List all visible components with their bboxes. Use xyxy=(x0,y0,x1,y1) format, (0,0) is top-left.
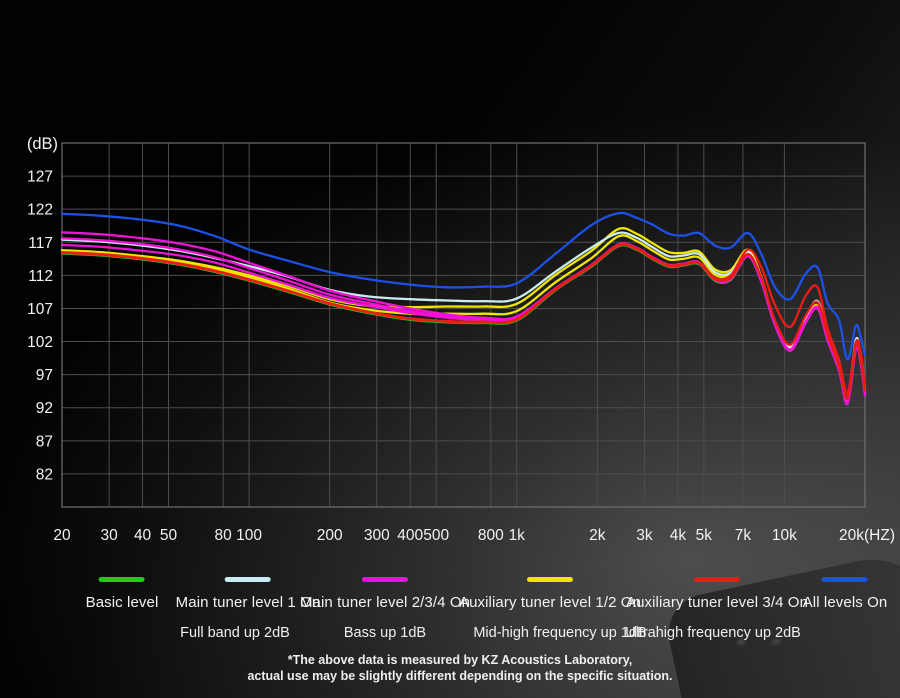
y-axis-tick-label: 112 xyxy=(28,268,53,285)
legend-label: Auxiliary tuner level 1/2 On xyxy=(458,594,642,611)
curve-all-levels-on xyxy=(60,211,867,361)
x-axis-tick-label: 200 xyxy=(317,527,343,544)
curve-main-tuner-level-2-3-4-on-curve-c xyxy=(60,243,867,405)
curve-auxiliary-tuner-level-1-2-on-curve-a xyxy=(60,227,867,402)
x-axis-tick-label: 4k xyxy=(670,527,687,544)
y-axis-tick-label: 122 xyxy=(27,202,53,219)
x-axis-tick-label: 100 xyxy=(236,527,262,544)
x-axis-tick-label: 5k xyxy=(696,527,713,544)
curve-basic-level xyxy=(60,244,867,406)
legend-item-main-tuner-level-1-on: Main tuner level 1 On xyxy=(176,577,321,611)
curve-main-tuner-level-1-on xyxy=(60,231,867,401)
x-axis-tick-label: 20k(HZ) xyxy=(839,527,895,544)
background-photo-fragment xyxy=(661,546,900,698)
x-axis-tick-label: 20 xyxy=(53,527,71,544)
y-axis-tick-label: 117 xyxy=(28,235,53,252)
y-axis-tick-label: 127 xyxy=(27,169,53,186)
plot-border xyxy=(61,142,866,508)
y-axis-tick-label: 82 xyxy=(36,466,53,483)
y-axis-tick-label: 87 xyxy=(36,433,53,450)
x-axis-tick-label: 500 xyxy=(423,527,449,544)
curve-auxiliary-tuner-level-1-2-on-curve-b xyxy=(60,234,867,404)
footnote-line1: *The above data is measured by KZ Acoust… xyxy=(287,653,633,667)
legend-color-swatch xyxy=(362,577,408,582)
y-axis-unit-label: (dB) xyxy=(27,135,58,153)
x-axis-tick-label: 800 xyxy=(478,527,504,544)
curve-main-tuner-level-2-3-4-on-curve-a xyxy=(60,231,867,404)
legend-color-swatch xyxy=(527,577,573,582)
x-axis-tick-label: 10k xyxy=(772,527,797,544)
legend-sublabel: Bass up 1dB xyxy=(343,625,427,641)
legend-sublabel: Full band up 2dB xyxy=(180,625,290,641)
y-axis-tick-label: 97 xyxy=(36,367,53,384)
legend-color-swatch xyxy=(821,577,868,582)
legend-sublabel: Mid-high frequency up 1dB xyxy=(473,625,647,641)
x-axis-tick-label: 2k xyxy=(589,527,606,544)
y-axis-tick-label: 92 xyxy=(36,400,53,417)
x-axis-tick-label: 50 xyxy=(160,527,178,544)
x-axis-tick-label: 300 xyxy=(364,527,390,544)
x-axis-tick-label: 1k xyxy=(509,527,526,544)
x-axis-tick-label: 40 xyxy=(134,527,152,544)
legend-item-main-tuner-level-2-3-4-on: Main tuner level 2/3/4 On xyxy=(300,577,470,611)
legend-label: Main tuner level 2/3/4 On xyxy=(299,594,471,611)
legend-color-swatch xyxy=(98,577,145,582)
y-axis-tick-label: 102 xyxy=(27,334,53,351)
legend-item-basic-level: Basic level xyxy=(86,577,159,611)
legend-label: Main tuner level 1 On xyxy=(175,594,321,611)
x-axis-tick-label: 3k xyxy=(636,527,653,544)
curve-auxiliary-tuner-level-3-4-on-curve-a xyxy=(60,242,867,395)
y-axis-tick-label: 107 xyxy=(27,301,53,318)
curve-auxiliary-tuner-level-3-4-on-curve-b xyxy=(60,243,867,400)
legend-label: Auxiliary tuner level 3/4 On xyxy=(625,594,809,611)
footnote-line2: actual use may be slightly different dep… xyxy=(247,669,673,683)
footnote: *The above data is measured by KZ Acoust… xyxy=(247,652,672,684)
legend-label: All levels On xyxy=(802,594,888,611)
legend-item-auxiliary-tuner-level-1-2-on: Auxiliary tuner level 1/2 On xyxy=(459,577,641,611)
legend-color-swatch xyxy=(694,577,740,582)
x-axis-tick-label: 400 xyxy=(397,527,423,544)
x-axis-tick-label: 80 xyxy=(215,527,233,544)
curve-main-tuner-level-2-3-4-on-curve-b xyxy=(60,237,867,405)
x-axis-tick-label: 30 xyxy=(101,527,119,544)
legend-label: Basic level xyxy=(85,594,159,611)
legend-item-auxiliary-tuner-level-3-4-on: Auxiliary tuner level 3/4 On xyxy=(626,577,808,611)
legend-sublabel: Ultrahigh frequency up 2dB xyxy=(625,625,801,641)
legend-item-all-levels-on: All levels On xyxy=(803,577,888,611)
x-axis-tick-label: 7k xyxy=(735,527,752,544)
legend-color-swatch xyxy=(225,577,271,582)
